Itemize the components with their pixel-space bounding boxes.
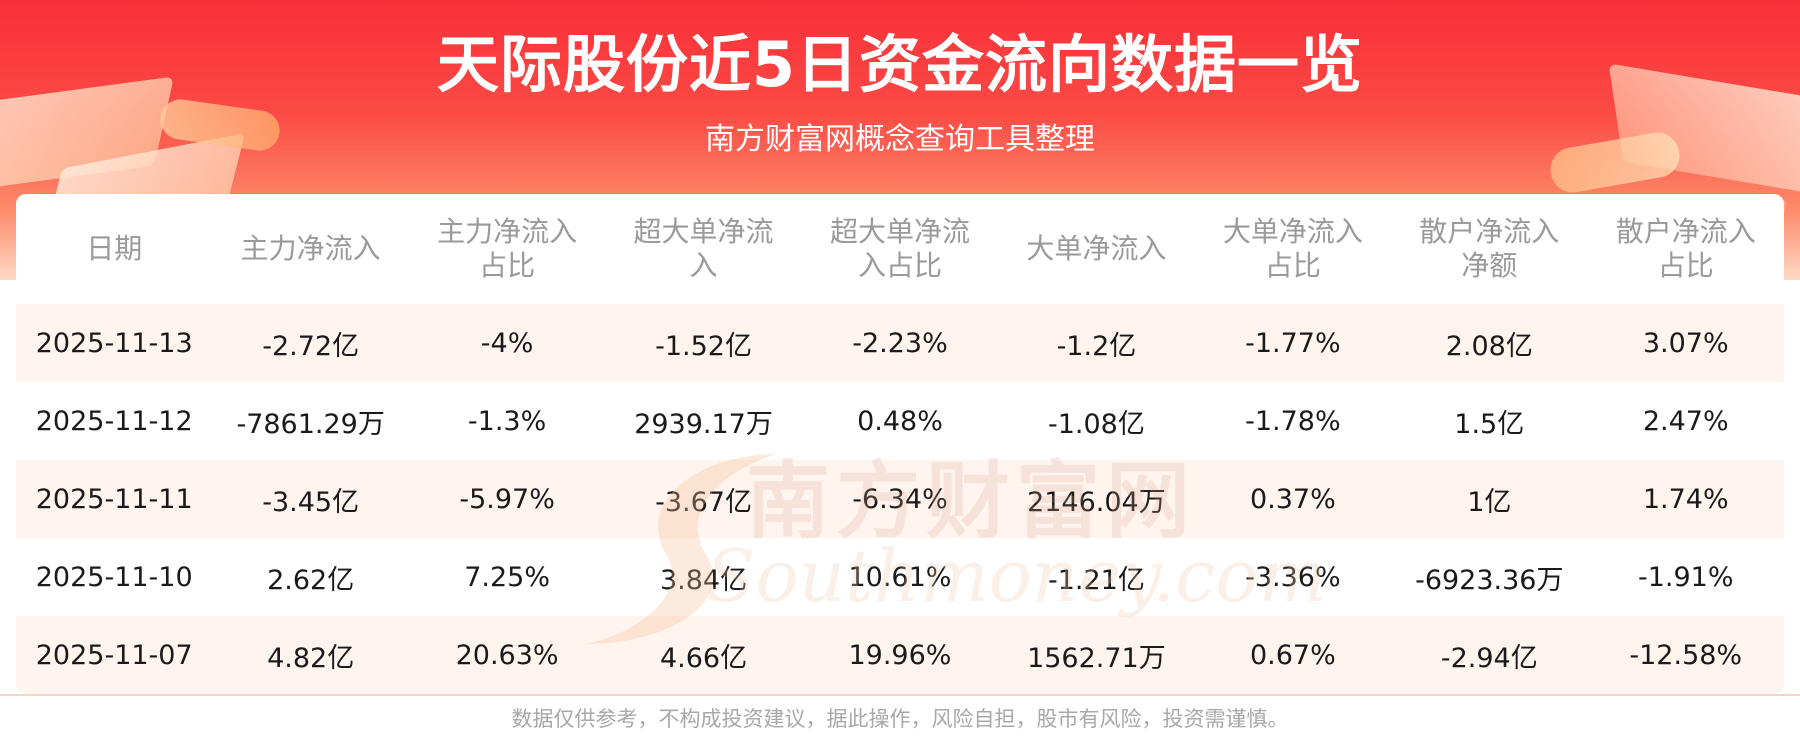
cell-retail-net-inflow-ratio: 3.07%	[1587, 304, 1784, 382]
cell-large-net-inflow: -1.08亿	[1047, 408, 1145, 440]
page-subtitle: 南方财富网概念查询工具整理	[705, 122, 1095, 157]
header-super-large-net-inflow-ratio: 超大单净流 入占比	[829, 215, 970, 282]
cell-main-net-inflow-ratio: -1.3%	[467, 405, 547, 437]
cell-large-net-inflow-ratio: -1.77%	[1194, 304, 1392, 382]
header-large-net-inflow-ratio: 大单净流入 占比	[1222, 215, 1363, 282]
header-retail-net-inflow-ratio: 散户净流入 占比	[1615, 215, 1756, 282]
cell-super-large-net-inflow: -1.52亿	[605, 304, 802, 382]
cell-super-large-net-inflow: 2939.17万	[634, 408, 773, 440]
cell-date: 2025-11-11	[16, 460, 213, 538]
table-row: 2025-11-07 4.82亿 20.63% 4.66亿 19.96% 156…	[16, 616, 1784, 694]
table-row: 2025-11-11 -3.45亿 -5.97% -3.67亿 -6.34% 2…	[16, 460, 1784, 538]
cell-large-net-inflow-ratio: -3.36%	[1245, 561, 1341, 593]
cell-large-net-inflow-ratio: 0.67%	[1194, 616, 1392, 694]
header-retail-net-inflow-amount: 散户净流入 净额	[1419, 215, 1560, 282]
cell-main-net-inflow-ratio: -4%	[408, 304, 606, 382]
disclaimer-footer: 数据仅供参考，不构成投资建议，据此操作，风险自担，股市有风险，投资需谨慎。	[0, 694, 1800, 745]
cell-retail-net-inflow-amount: -2.94亿	[1391, 616, 1588, 694]
cell-date: 2025-11-13	[16, 304, 213, 382]
cell-date: 2025-11-12	[35, 405, 193, 437]
cell-large-net-inflow-ratio: 0.37%	[1194, 460, 1392, 538]
cell-super-large-net-inflow-ratio: -6.34%	[801, 460, 999, 538]
cell-date: 2025-11-07	[16, 616, 213, 694]
page-title: 天际股份近5日资金流向数据一览	[436, 28, 1364, 101]
cell-large-net-inflow: -1.2亿	[998, 304, 1195, 382]
cell-date: 2025-11-10	[35, 561, 193, 593]
cell-main-net-inflow-ratio: -5.97%	[408, 460, 606, 538]
cell-retail-net-inflow-ratio: 2.47%	[1642, 405, 1729, 437]
cell-retail-net-inflow-amount: -6923.36万	[1415, 564, 1564, 596]
cell-retail-net-inflow-ratio: 1.74%	[1587, 460, 1784, 538]
cell-super-large-net-inflow: 4.66亿	[605, 616, 802, 694]
cell-super-large-net-inflow: -3.67亿	[605, 460, 802, 538]
cell-super-large-net-inflow-ratio: 19.96%	[801, 616, 999, 694]
cell-main-net-inflow: 2.62亿	[267, 564, 355, 596]
cell-main-net-inflow-ratio: 7.25%	[464, 561, 550, 593]
cell-retail-net-inflow-amount: 1亿	[1391, 460, 1588, 538]
table-row: 2025-11-13 -2.72亿 -4% -1.52亿 -2.23% -1.2…	[16, 304, 1784, 382]
cell-super-large-net-inflow-ratio: -2.23%	[801, 304, 999, 382]
header-main-net-inflow-ratio: 主力净流入 占比	[437, 215, 578, 282]
header-large-net-inflow: 大单净流入	[1026, 232, 1167, 265]
table-row: 2025-11-10 2.62亿 7.25% 3.84亿 10.61% -1.2…	[16, 538, 1784, 616]
cell-large-net-inflow: 1562.71万	[998, 616, 1195, 694]
header-super-large-net-inflow: 超大单净流入	[633, 215, 774, 282]
header-main-net-inflow: 主力净流入	[240, 232, 381, 265]
cell-large-net-inflow: -1.21亿	[1047, 564, 1145, 596]
capital-flow-table: 日期 主力净流入 主力净流入 占比 超大单净流入 超大单净流 入占比 大单净流入 大…	[16, 194, 1784, 694]
cell-large-net-inflow-ratio: -1.78%	[1245, 405, 1341, 437]
cell-main-net-inflow: -3.45亿	[212, 460, 409, 538]
cell-retail-net-inflow-ratio: -1.91%	[1637, 561, 1734, 593]
data-card: 日期 主力净流入 主力净流入 占比 超大单净流入 超大单净流 入占比 大单净流入 大…	[16, 194, 1784, 694]
cell-main-net-inflow: -7861.29万	[236, 408, 385, 440]
cell-retail-net-inflow-amount: 2.08亿	[1391, 304, 1588, 382]
table-header-row: 日期 主力净流入 主力净流入 占比 超大单净流入 超大单净流 入占比 大单净流入 大…	[16, 194, 1784, 304]
cell-super-large-net-inflow-ratio: 10.61%	[848, 561, 952, 593]
cell-retail-net-inflow-ratio: -12.58%	[1587, 616, 1784, 694]
table-row: 2025-11-12 -7861.29万 -1.3% 2939.17万 0.48…	[16, 382, 1784, 460]
cell-super-large-net-inflow-ratio: 0.48%	[857, 405, 943, 437]
cell-super-large-net-inflow: 3.84亿	[659, 564, 748, 596]
cell-retail-net-inflow-amount: 1.5亿	[1454, 408, 1525, 440]
cell-main-net-inflow: 4.82亿	[212, 616, 409, 694]
cell-main-net-inflow: -2.72亿	[212, 304, 409, 382]
cell-main-net-inflow-ratio: 20.63%	[408, 616, 606, 694]
header-date: 日期	[86, 232, 143, 265]
cell-large-net-inflow: 2146.04万	[998, 460, 1195, 538]
